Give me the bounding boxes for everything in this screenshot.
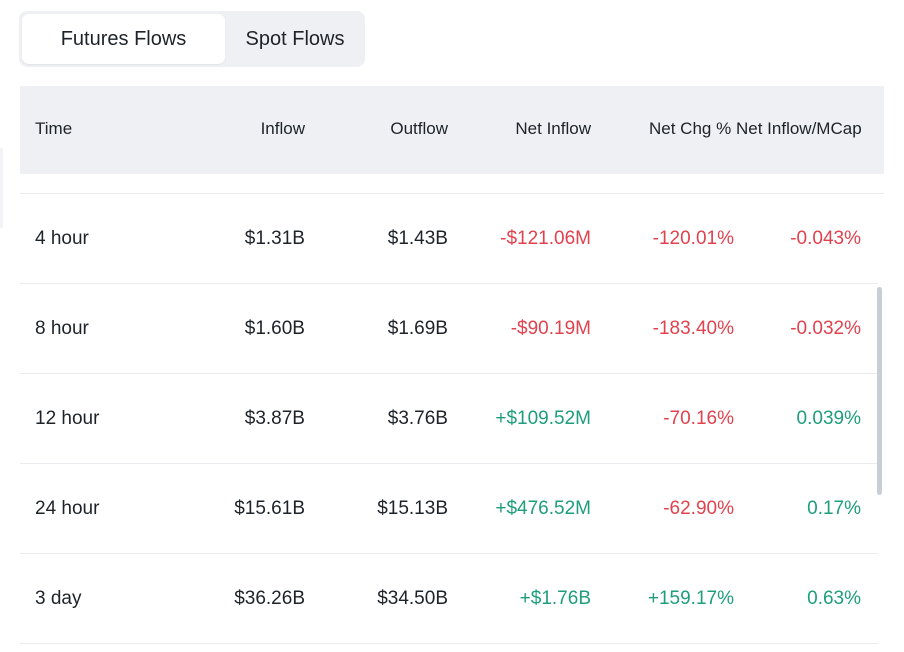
header-inflow[interactable]: Inflow (260, 119, 305, 138)
cell-net-inflow-mcap: -0.032% (790, 318, 861, 339)
cell-inflow: $36.26B (234, 588, 305, 609)
cell-outflow: $1.43B (387, 228, 448, 249)
table-row: 3 day $36.26B $34.50B +$1.76B +159.17% 0… (20, 554, 878, 644)
tab-spot-flows[interactable]: Spot Flows (245, 28, 345, 50)
cell-net-inflow-mcap: -0.043% (790, 228, 861, 249)
tab-futures-flows[interactable]: Futures Flows (22, 14, 225, 64)
vertical-scrollbar[interactable] (877, 287, 882, 495)
header-net-chg[interactable]: Net Chg % (649, 119, 732, 138)
cell-net-chg: -70.16% (663, 408, 734, 429)
cell-net-chg: -62.90% (663, 498, 734, 519)
table-row: 24 hour $15.61B $15.13B +$476.52M -62.90… (20, 464, 878, 554)
header-net-inflow[interactable]: Net Inflow (515, 119, 591, 138)
cell-time: 24 hour (35, 498, 100, 519)
cell-outflow: $15.13B (377, 498, 448, 519)
flow-type-tabs: Futures Flows Spot Flows (19, 11, 365, 67)
cell-inflow: $15.61B (234, 498, 305, 519)
cell-outflow: $1.69B (387, 318, 448, 339)
cell-net-chg: -120.01% (652, 228, 734, 249)
cell-net-chg: -183.40% (652, 318, 734, 339)
page-edge-shade (0, 148, 3, 228)
cell-outflow: $3.76B (387, 408, 448, 429)
cell-time: 8 hour (35, 318, 89, 339)
cell-net-inflow-mcap: 0.17% (807, 498, 861, 519)
header-time: Time (35, 119, 73, 138)
cell-net-inflow: -$90.19M (510, 318, 591, 339)
cell-time: 12 hour (35, 408, 100, 429)
cell-net-inflow: +$1.76B (519, 588, 591, 609)
cell-time: 3 day (35, 588, 82, 609)
header-outflow[interactable]: Outflow (390, 119, 448, 138)
cell-inflow: $3.87B (244, 408, 305, 429)
table-row: 12 hour $3.87B $3.76B +$109.52M -70.16% … (20, 374, 878, 464)
cell-net-inflow: +$109.52M (495, 408, 591, 429)
table-header: Time Inflow Outflow Net Inflow Net Chg %… (20, 86, 884, 174)
table-row: 4 hour $1.31B $1.43B -$121.06M -120.01% … (20, 194, 878, 284)
cell-net-inflow: +$476.52M (495, 498, 591, 519)
header-net-inflow-mcap[interactable]: Net Inflow/MCap (736, 119, 862, 138)
cell-net-chg: +159.17% (647, 588, 734, 609)
cell-net-inflow-mcap: 0.63% (807, 588, 861, 609)
table-row: 8 hour $1.60B $1.69B -$90.19M -183.40% -… (20, 284, 878, 374)
cell-net-inflow-mcap: 0.039% (796, 408, 861, 429)
cell-inflow: $1.31B (244, 228, 305, 249)
header-divider (20, 193, 884, 194)
cell-outflow: $34.50B (377, 588, 448, 609)
cell-inflow: $1.60B (244, 318, 305, 339)
cell-time: 4 hour (35, 228, 89, 249)
cell-net-inflow: -$121.06M (500, 228, 591, 249)
